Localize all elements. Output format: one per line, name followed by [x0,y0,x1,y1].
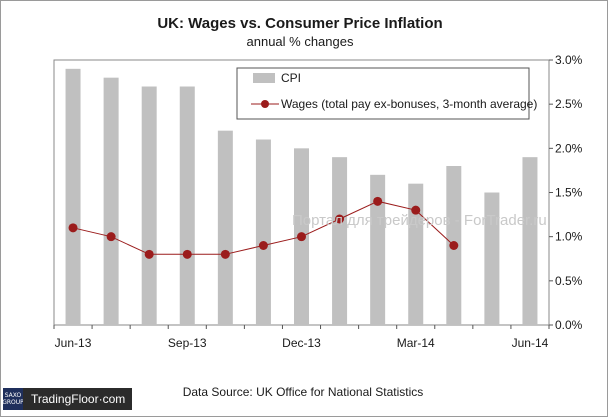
y-tick-label: 1.0% [555,230,583,244]
y-tick-label: 1.5% [555,186,583,200]
wages-point [144,249,154,259]
saxo-group-logo: SAXO GROUP [2,388,24,410]
cpi-bar [141,86,157,325]
wages-point [106,232,116,242]
logo-bottom-text: GROUP [2,399,24,406]
legend-label-wages: Wages (total pay ex-bonuses, 3-month ave… [281,97,537,111]
wages-point [182,249,192,259]
wages-point [68,223,78,233]
cpi-bar [65,68,81,325]
legend-marker-wages [261,100,269,108]
cpi-bar [103,77,119,326]
wages-point [411,205,421,215]
chart-title: UK: Wages vs. Consumer Price Inflation [157,15,442,32]
y-tick-label: 2.0% [555,141,583,155]
tradingfloor-logo: SAXO GROUP TradingFloor·com [2,388,133,410]
y-tick-label: 0.0% [555,318,583,332]
legend-box [236,67,530,120]
legend-label-cpi: CPI [281,71,301,85]
x-tick-label: Jun-13 [55,336,92,350]
wages-point [297,232,306,242]
y-tick-label: 0.5% [555,274,583,288]
cpi-bar [217,130,233,325]
wages-point [220,249,230,259]
cpi-bar [408,183,424,325]
cpi-bar [370,174,386,325]
wages-point [335,214,345,224]
cpi-bar [332,157,348,325]
y-tick-label: 3.0% [555,53,583,67]
chart-subtitle: annual % changes [247,34,354,49]
data-source: Data Source: UK Office for National Stat… [183,385,424,399]
legend: CPI Wages (total pay ex-bonuses, 3-month… [236,67,537,120]
brand-text: TradingFloor·com [23,388,133,410]
x-tick-label: Mar-14 [397,336,435,350]
x-tick-label: Jun-14 [512,336,549,350]
wages-point [373,196,383,206]
cpi-bar [522,157,538,325]
cpi-bar [179,86,195,325]
x-tick-label: Dec-13 [282,336,321,350]
wages-point [258,241,268,250]
x-tick-label: Sep-13 [168,336,207,350]
logo-top-text: SAXO [4,392,22,399]
cpi-bar [484,192,500,325]
watermark: Портал для трейдеров - ForTrader.ru [292,212,547,229]
y-tick-label: 2.5% [555,97,583,111]
cpi-bar [255,139,271,325]
legend-swatch-cpi [253,73,275,83]
wages-point [449,241,459,250]
